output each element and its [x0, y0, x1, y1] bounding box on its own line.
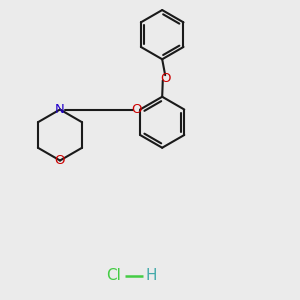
Text: O: O: [131, 103, 142, 116]
Text: N: N: [55, 103, 65, 116]
Text: Cl: Cl: [106, 268, 122, 284]
Text: O: O: [55, 154, 65, 167]
Text: O: O: [160, 72, 170, 85]
Text: H: H: [146, 268, 157, 284]
